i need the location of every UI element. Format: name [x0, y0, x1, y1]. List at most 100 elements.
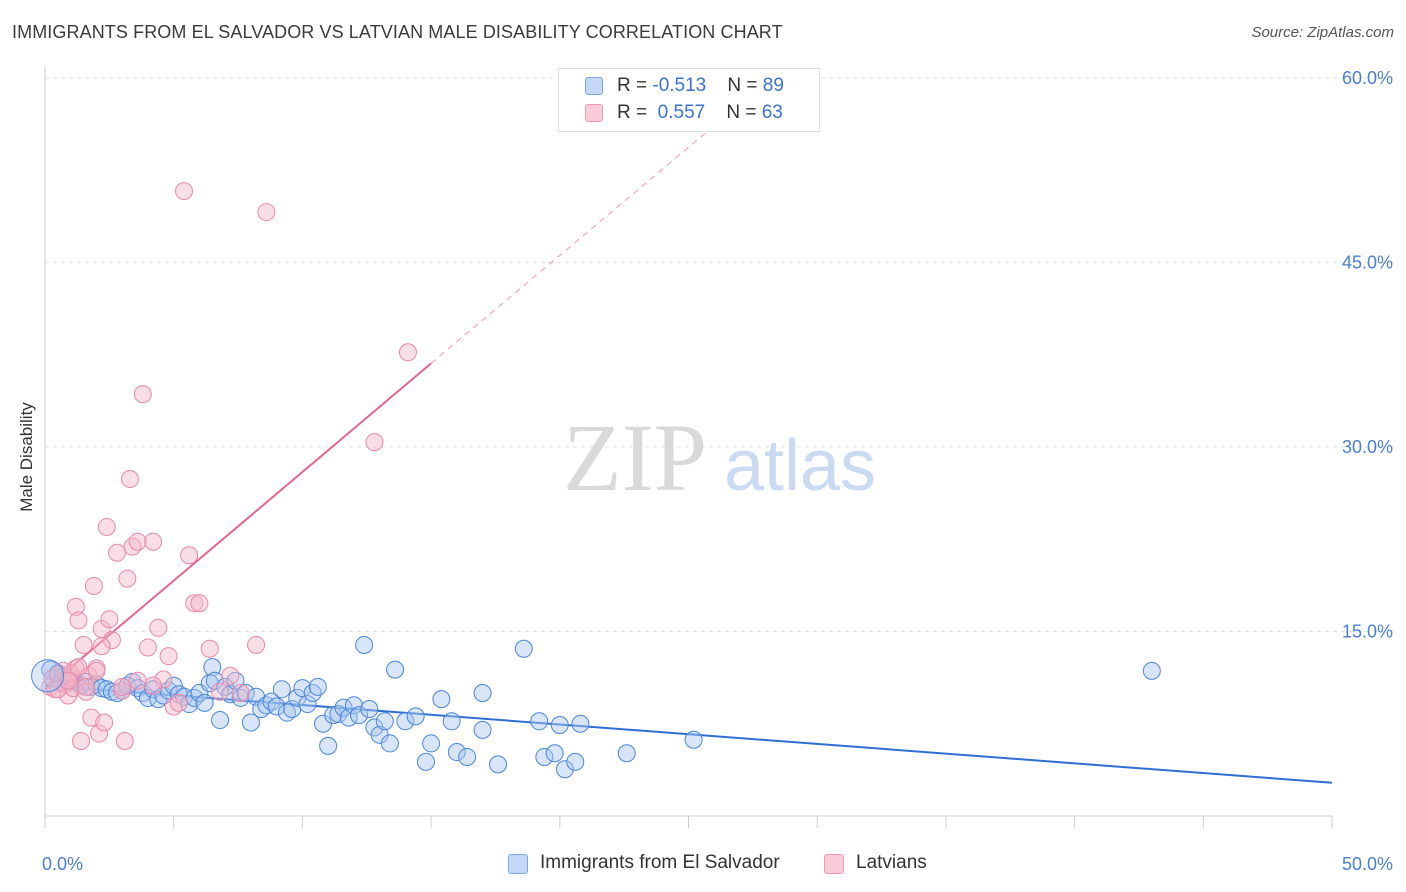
- legend-label-el-salvador: Immigrants from El Salvador: [540, 852, 780, 873]
- point-el-salvador: [319, 736, 338, 755]
- point-el-salvador: [355, 636, 374, 655]
- watermark-zip: ZIP: [563, 404, 707, 511]
- point-el-salvador: [473, 684, 492, 702]
- point-el-salvador: [308, 677, 327, 696]
- point-latvians: [74, 636, 93, 655]
- point-latvians: [200, 639, 219, 658]
- legend-n-value: 63: [761, 102, 783, 123]
- point-latvians: [169, 693, 188, 712]
- point-latvians: [123, 537, 142, 556]
- point-el-salvador: [447, 743, 466, 762]
- point-el-salvador: [684, 730, 703, 749]
- tick-labels: 15.0% 30.0% 45.0% 60.0% 0.0% 50.0%: [42, 68, 1393, 874]
- point-el-salvador: [1142, 661, 1161, 680]
- watermark: ZIP atlas: [563, 404, 876, 511]
- point-el-salvador: [489, 755, 508, 774]
- point-el-salvador: [442, 712, 461, 731]
- x-tick-label: 0.0%: [42, 854, 83, 874]
- point-latvians: [138, 638, 157, 657]
- point-el-salvador: [416, 752, 435, 771]
- point-latvians: [159, 647, 178, 666]
- point-latvians: [115, 731, 134, 750]
- point-el-salvador: [267, 697, 286, 716]
- point-el-salvador: [566, 752, 585, 771]
- x-tick-label: 50.0%: [1342, 854, 1393, 874]
- point-latvians: [185, 594, 204, 613]
- point-el-salvador: [473, 720, 492, 739]
- point-latvians: [113, 677, 132, 696]
- point-latvians: [365, 433, 384, 452]
- point-latvians: [174, 182, 193, 201]
- grid-lines: [45, 77, 1395, 632]
- point-latvians: [95, 713, 114, 732]
- point-latvians: [118, 569, 137, 588]
- point-latvians: [87, 661, 106, 680]
- trend-extension-latvians: [430, 114, 728, 364]
- point-latvians: [69, 611, 88, 630]
- point-el-salvador: [571, 714, 590, 733]
- point-el-salvador: [298, 695, 317, 714]
- point-latvians: [144, 676, 163, 695]
- point-el-salvador: [344, 696, 363, 715]
- point-latvians: [128, 671, 147, 690]
- point-el-salvador: [164, 676, 183, 695]
- legend-n-label: N =: [727, 75, 763, 96]
- point-latvians: [90, 724, 109, 743]
- y-tick-label: 15.0%: [1342, 622, 1393, 642]
- legend-r-value: -0.513: [652, 75, 707, 96]
- legend-swatch-latvians: [585, 104, 603, 122]
- point-el-salvador: [530, 712, 549, 731]
- point-latvians: [180, 546, 199, 565]
- point-latvians: [77, 682, 96, 701]
- point-el-salvador: [514, 639, 533, 658]
- point-el-salvador: [406, 707, 425, 726]
- y-tick-label: 30.0%: [1342, 437, 1393, 457]
- point-el-salvador: [195, 693, 214, 712]
- point-el-salvador: [555, 760, 574, 779]
- watermark-atlas: atlas: [724, 426, 876, 506]
- point-el-salvador: [550, 715, 569, 734]
- point-el-salvador: [432, 690, 451, 709]
- legend-swatch-el-salvador: [585, 77, 603, 95]
- point-latvians: [154, 670, 173, 689]
- point-latvians: [92, 637, 111, 656]
- point-latvians: [72, 731, 91, 750]
- point-latvians: [221, 666, 240, 685]
- point-latvians: [120, 469, 139, 488]
- point-latvians: [97, 517, 116, 536]
- point-latvians: [77, 677, 96, 696]
- correlation-legend: R = -0.513 N = 89 R = 0.557 N = 63: [558, 68, 820, 132]
- point-latvians: [69, 658, 88, 677]
- point-latvians: [133, 385, 152, 404]
- point-el-salvador: [236, 684, 255, 702]
- point-latvians: [102, 631, 121, 650]
- point-el-salvador: [380, 734, 399, 753]
- point-el-salvador: [203, 658, 222, 677]
- point-cluster: [31, 659, 65, 693]
- y-tick-label: 45.0%: [1342, 253, 1393, 273]
- point-el-salvador: [241, 713, 260, 732]
- legend-label-latvians: Latvians: [856, 852, 927, 873]
- point-el-salvador: [375, 712, 394, 731]
- trend-line-el-salvador: [44, 684, 1333, 784]
- point-latvians: [113, 681, 132, 700]
- point-latvians: [100, 610, 119, 629]
- legend-r-value: 0.557: [652, 102, 706, 123]
- trend-lines: [44, 114, 1333, 784]
- point-latvians: [247, 636, 266, 655]
- legend-n-value: 89: [762, 75, 784, 96]
- point-el-salvador: [97, 680, 116, 699]
- y-tick-label: 60.0%: [1342, 68, 1393, 88]
- point-el-salvador: [458, 747, 477, 766]
- point-latvians: [108, 543, 127, 562]
- legend-n-label: N =: [726, 102, 762, 123]
- point-el-salvador: [360, 699, 379, 718]
- point-el-salvador: [262, 692, 281, 711]
- point-el-salvador: [535, 747, 554, 766]
- point-el-salvador: [231, 688, 250, 707]
- point-latvians: [84, 576, 103, 595]
- point-latvians: [66, 597, 85, 616]
- legend-swatch-el-salvador: [508, 854, 528, 874]
- point-latvians: [128, 532, 147, 551]
